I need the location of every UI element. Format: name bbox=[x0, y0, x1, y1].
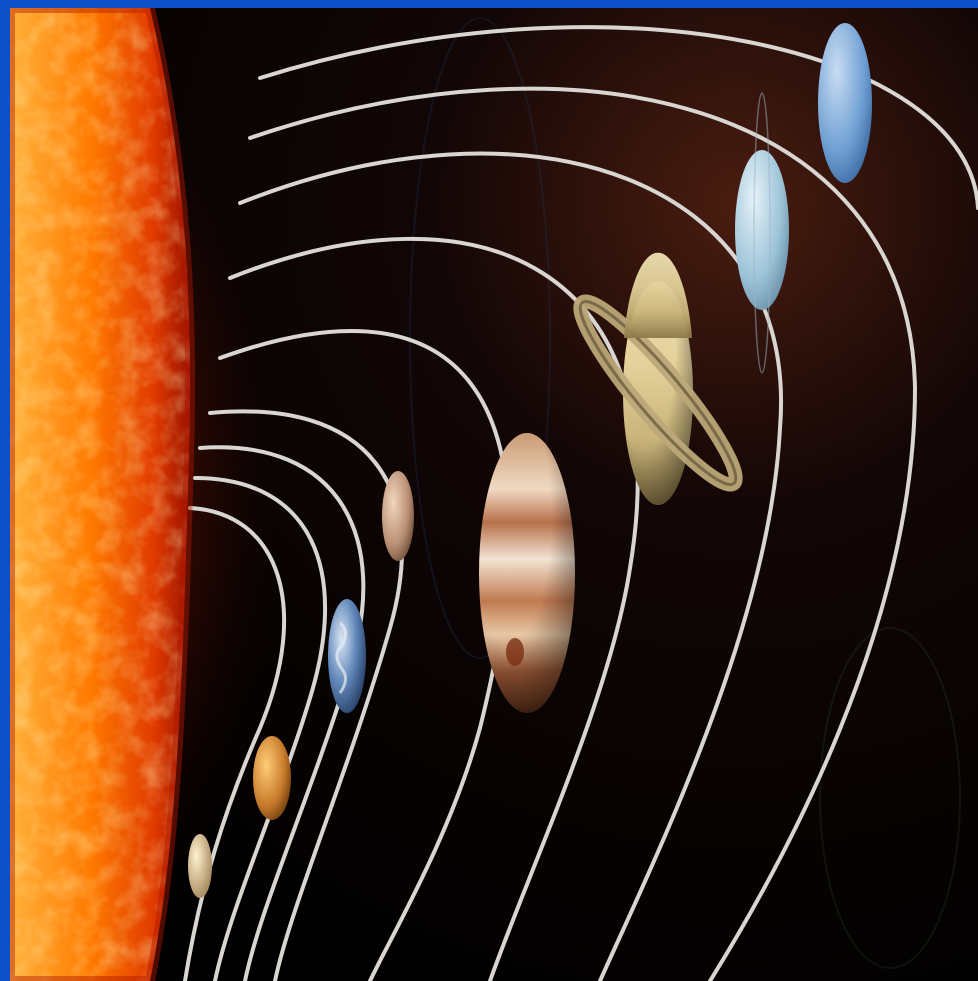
mars bbox=[382, 471, 414, 561]
neptune bbox=[818, 23, 872, 183]
uranus bbox=[735, 92, 789, 374]
saturn bbox=[573, 252, 743, 505]
solar-system-illustration bbox=[10, 8, 978, 981]
sun bbox=[10, 8, 196, 981]
solar-system-image bbox=[10, 8, 978, 981]
jupiter bbox=[479, 433, 575, 713]
earth bbox=[328, 599, 366, 713]
venus bbox=[253, 736, 291, 820]
mercury bbox=[188, 834, 212, 898]
